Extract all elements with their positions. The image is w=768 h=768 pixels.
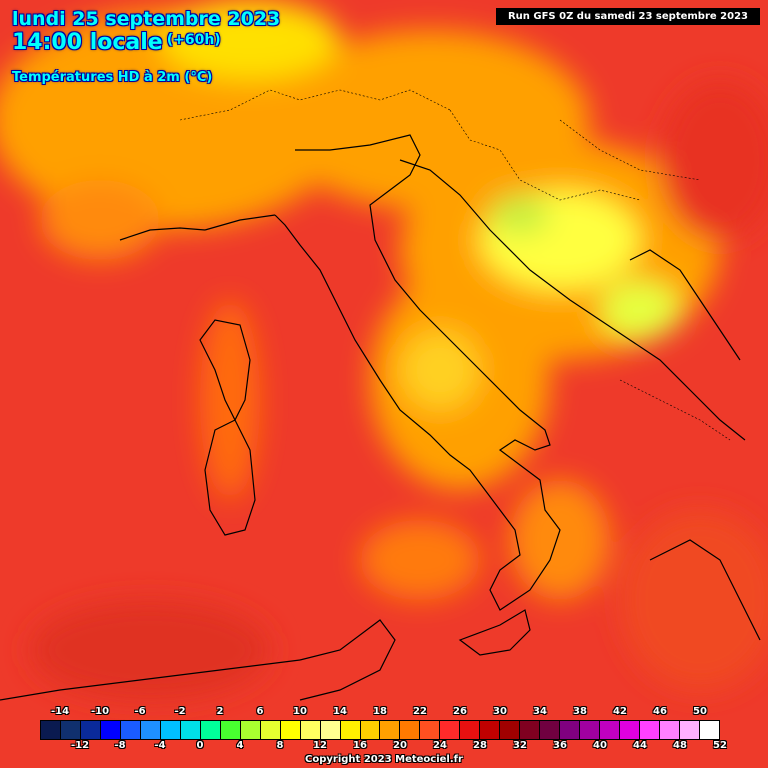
legend-label: 8 [276, 740, 284, 751]
legend-label: 30 [493, 706, 507, 717]
legend-label: 32 [513, 740, 527, 751]
legend-label: 18 [373, 706, 387, 717]
legend-swatch [560, 721, 581, 739]
legend-swatch [240, 721, 261, 739]
legend-swatch [320, 721, 341, 739]
legend-swatch [300, 721, 321, 739]
temperature-shading [0, 0, 768, 700]
forecast-time: 14:00 locale (+60h) [12, 30, 221, 55]
legend-swatch [580, 721, 601, 739]
legend-swatch [660, 721, 680, 739]
legend-swatch [340, 721, 361, 739]
legend-swatch [520, 721, 541, 739]
legend-swatch [41, 721, 61, 739]
legend-label: 28 [473, 740, 487, 751]
legend-label: 14 [333, 706, 347, 717]
legend-swatch [400, 721, 421, 739]
legend-swatch [200, 721, 221, 739]
legend-swatch [600, 721, 621, 739]
variable-label: Températures HD à 2m (°C) [12, 70, 213, 85]
legend-swatch [420, 721, 441, 739]
legend-swatch [640, 721, 661, 739]
forecast-date: lundi 25 septembre 2023 [12, 8, 281, 30]
legend-label: 38 [573, 706, 587, 717]
legend-label: 42 [613, 706, 627, 717]
legend-swatch [360, 721, 381, 739]
legend-swatch [480, 721, 501, 739]
legend-label: 20 [393, 740, 407, 751]
color-legend: -14 -10 -6 -2 2 6 10 14 18 22 26 30 34 38 42 46 50 -12 -8… [40, 706, 727, 758]
legend-swatch [699, 721, 719, 739]
legend-label: 40 [593, 740, 607, 751]
legend-swatch [260, 721, 281, 739]
legend-label: 2 [216, 706, 224, 717]
legend-swatches [40, 720, 720, 740]
legend-top-labels: -14 -10 -6 -2 2 6 10 14 18 22 26 30 34 38 42 46 50 [40, 706, 720, 720]
legend-swatch [280, 721, 301, 739]
legend-label: 6 [256, 706, 264, 717]
legend-label: 50 [693, 706, 707, 717]
legend-label: 4 [236, 740, 244, 751]
run-info: Run GFS 0Z du samedi 23 septembre 2023 [495, 8, 760, 25]
legend-label: 44 [633, 740, 647, 751]
legend-label: 36 [553, 740, 567, 751]
legend-label: 34 [533, 706, 547, 717]
legend-swatch [140, 721, 161, 739]
legend-label: -2 [174, 706, 186, 717]
legend-swatch [500, 721, 521, 739]
legend-label: -14 [50, 706, 70, 717]
legend-bottom-labels: -12 -8 -4 0 4 8 12 16 20 24 28 32 36 40 44 48 52 [40, 740, 727, 754]
legend-swatch [60, 721, 81, 739]
forecast-time-label: 14:00 locale [12, 30, 163, 55]
legend-swatch [620, 721, 641, 739]
legend-swatch [180, 721, 201, 739]
legend-label: 10 [293, 706, 307, 717]
legend-label: 22 [413, 706, 427, 717]
legend-swatch [540, 721, 561, 739]
legend-label: 12 [313, 740, 327, 751]
legend-label: -12 [70, 740, 90, 751]
coastlines [0, 134, 761, 701]
legend-swatch [100, 721, 121, 739]
legend-swatch [160, 721, 181, 739]
legend-label: 48 [673, 740, 687, 751]
copyright: Copyright 2023 Meteociel.fr [305, 754, 463, 765]
forecast-horizon: (+60h) [166, 32, 221, 48]
legend-label: 16 [353, 740, 367, 751]
legend-label: 0 [196, 740, 204, 751]
legend-swatch [80, 721, 101, 739]
legend-swatch [460, 721, 481, 739]
legend-label: -6 [134, 706, 146, 717]
legend-swatch [440, 721, 461, 739]
legend-label: -8 [114, 740, 126, 751]
legend-label: 26 [453, 706, 467, 717]
legend-label: -10 [90, 706, 110, 717]
legend-label: 46 [653, 706, 667, 717]
borders [179, 89, 731, 441]
legend-label: -4 [154, 740, 166, 751]
legend-swatch [120, 721, 141, 739]
legend-swatch [220, 721, 241, 739]
legend-label: 52 [713, 740, 727, 751]
legend-swatch [680, 721, 700, 739]
legend-label: 24 [433, 740, 447, 751]
legend-swatch [380, 721, 401, 739]
